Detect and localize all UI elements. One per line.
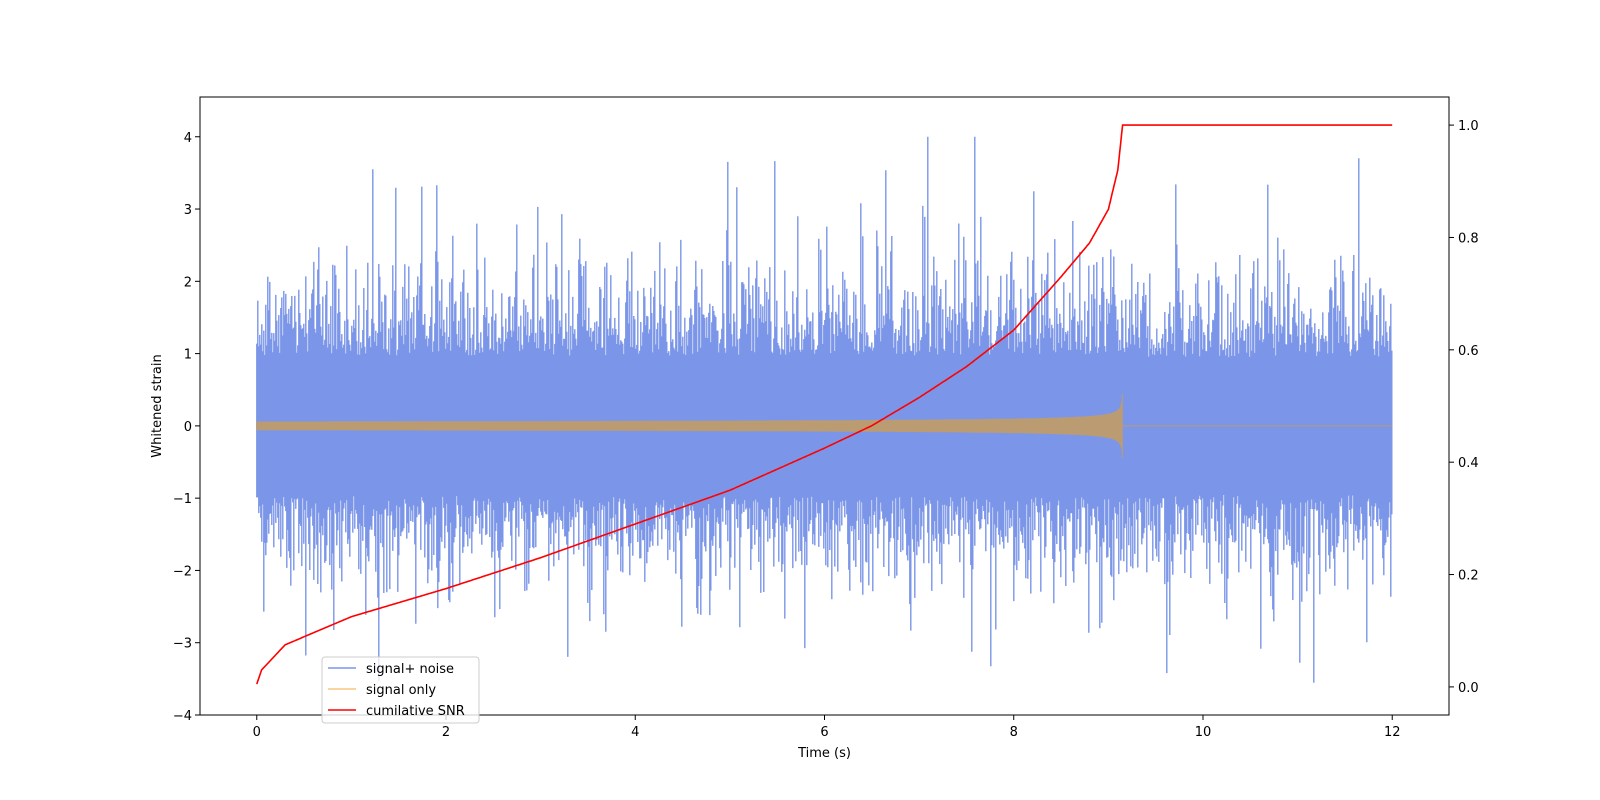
legend: signal+ noise signal only cumilative SNR (321, 656, 480, 724)
y-tick-label: −4 (173, 709, 192, 724)
y-tick-label: 3 (184, 203, 192, 218)
series-signal-plus-noise-line (256, 136, 1393, 683)
x-tick-label: 2 (442, 725, 450, 740)
x-tick-label: 8 (1010, 725, 1018, 740)
legend-label-signal-only: signal only (366, 683, 436, 698)
plot-area (256, 124, 1393, 685)
y-axis-right: 0.0 0.2 0.4 0.6 0.8 1.0 (1449, 119, 1479, 696)
legend-label-signal-plus-noise: signal+ noise (366, 662, 454, 677)
y-tick-label: −1 (173, 492, 192, 507)
x-tick-label: 10 (1195, 725, 1212, 740)
x-axis: 0 2 4 6 8 10 12 (253, 715, 1401, 740)
legend-box (321, 656, 480, 724)
y2-tick-label: 0.6 (1458, 344, 1479, 359)
y-tick-label: 2 (184, 275, 192, 290)
y-tick-label: −3 (173, 637, 192, 652)
y-tick-label: 0 (184, 420, 192, 435)
legend-label-cumilative-snr: cumilative SNR (366, 704, 465, 719)
y-axis-label: Whitened strain (150, 354, 165, 457)
y2-tick-label: 0.8 (1458, 231, 1479, 246)
y2-tick-label: 0.4 (1458, 456, 1479, 471)
x-axis-label: Time (s) (797, 746, 851, 761)
x-tick-label: 0 (253, 725, 261, 740)
x-tick-label: 12 (1384, 725, 1401, 740)
y-tick-label: −2 (173, 564, 192, 579)
y2-tick-label: 0.2 (1458, 569, 1479, 584)
y2-tick-label: 1.0 (1458, 119, 1479, 134)
y2-tick-label: 0.0 (1458, 681, 1479, 696)
series-cumilative-snr-line (256, 124, 1393, 685)
x-tick-label: 6 (820, 725, 828, 740)
y-axis-left: −4 −3 −2 −1 0 1 2 3 4 (173, 131, 200, 724)
series-signal-only-line (256, 393, 1393, 459)
y-tick-label: 1 (184, 348, 192, 363)
x-tick-label: 4 (631, 725, 639, 740)
y-tick-label: 4 (184, 131, 192, 146)
